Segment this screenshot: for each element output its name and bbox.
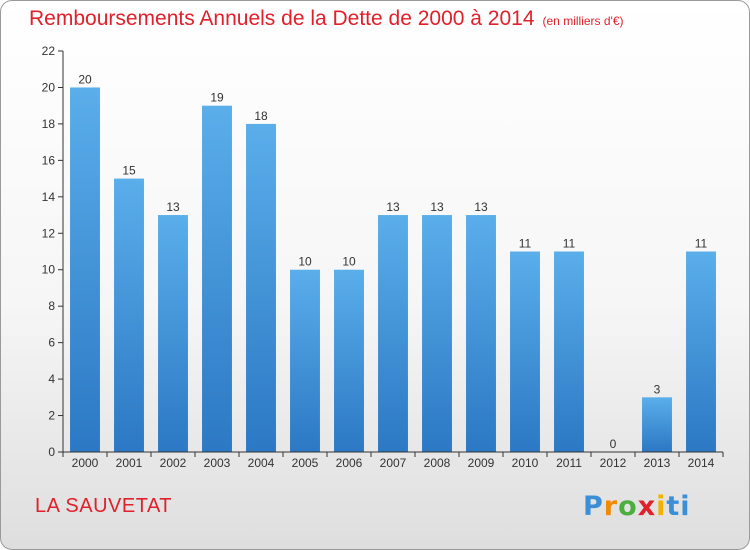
y-tick-label-8: 8 xyxy=(48,299,55,313)
data-label-2005: 10 xyxy=(298,255,312,269)
chart-subtitle: (en milliers d'€) xyxy=(542,14,624,28)
bar-2005 xyxy=(290,269,320,452)
bars-group xyxy=(70,87,716,453)
x-tick-label-2014: 2014 xyxy=(688,456,715,470)
bar-2006 xyxy=(334,269,364,452)
x-tick-label-2009: 2009 xyxy=(468,456,495,470)
x-tick-label-2001: 2001 xyxy=(116,456,143,470)
bar-2011 xyxy=(554,251,584,452)
data-label-2003: 19 xyxy=(210,91,224,105)
y-tick-label-16: 16 xyxy=(42,153,56,167)
x-tick-label-2002: 2002 xyxy=(160,456,187,470)
data-label-2010: 11 xyxy=(519,237,532,251)
x-tick-label-2010: 2010 xyxy=(512,456,539,470)
y-tick-label-6: 6 xyxy=(48,336,55,350)
x-tick-label-2012: 2012 xyxy=(600,456,627,470)
y-tick-label-0: 0 xyxy=(48,445,55,459)
x-tick-label-2003: 2003 xyxy=(204,456,231,470)
x-tick-label-2004: 2004 xyxy=(248,456,275,470)
bar-2001 xyxy=(114,178,144,452)
data-label-2012: 0 xyxy=(610,437,617,451)
x-tick-label-2008: 2008 xyxy=(424,456,451,470)
bar-2003 xyxy=(202,105,232,452)
logo-letter: x xyxy=(637,491,657,522)
data-label-2014: 11 xyxy=(695,237,708,251)
data-label-2004: 18 xyxy=(254,109,268,123)
data-label-2009: 13 xyxy=(474,200,488,214)
bar-2000 xyxy=(70,87,100,453)
logo-letter: ti xyxy=(666,491,691,522)
logo-letter: r xyxy=(603,491,619,522)
y-tick-label-18: 18 xyxy=(42,117,56,131)
chart-title-text: Remboursements Annuels de la Dette de 20… xyxy=(29,7,535,30)
y-tick-label-2: 2 xyxy=(48,409,55,423)
bar-2002 xyxy=(158,215,188,452)
y-tick-label-12: 12 xyxy=(42,226,56,240)
x-tick-label-2011: 2011 xyxy=(556,456,582,470)
axes-group xyxy=(58,50,724,457)
data-label-2002: 13 xyxy=(166,200,180,214)
bar-2009 xyxy=(466,215,496,452)
y-tick-label-14: 14 xyxy=(42,190,56,204)
bar-2014 xyxy=(686,251,716,452)
y-tick-label-4: 4 xyxy=(48,372,55,386)
logo-letter: i xyxy=(656,491,667,522)
y-tick-label-20: 20 xyxy=(42,80,56,94)
y-tick-label-10: 10 xyxy=(42,263,56,277)
chart-title: Remboursements Annuels de la Dette de 20… xyxy=(29,7,624,31)
city-name: LA SAUVETAT xyxy=(35,495,173,517)
bar-2004 xyxy=(246,123,276,452)
bar-2010 xyxy=(510,251,540,452)
bar-2013 xyxy=(642,397,672,452)
logo-letter: P xyxy=(583,491,604,522)
proxiti-logo[interactable]: Proxiti xyxy=(583,491,691,522)
labels-group: 2020001520011320021920031820041020051020… xyxy=(42,44,715,470)
x-tick-label-2006: 2006 xyxy=(336,456,363,470)
data-label-2013: 3 xyxy=(654,382,661,396)
bar-2007 xyxy=(378,215,408,452)
data-label-2007: 13 xyxy=(386,200,400,214)
y-tick-label-22: 22 xyxy=(42,44,56,58)
data-label-2001: 15 xyxy=(122,164,136,178)
x-tick-label-2005: 2005 xyxy=(292,456,319,470)
bar-2008 xyxy=(422,215,452,452)
data-label-2008: 13 xyxy=(430,200,444,214)
data-label-2006: 10 xyxy=(342,255,356,269)
x-tick-label-2000: 2000 xyxy=(72,456,99,470)
data-label-2000: 20 xyxy=(78,72,92,86)
logo-letter: o xyxy=(618,491,638,522)
x-tick-label-2007: 2007 xyxy=(380,456,407,470)
x-tick-label-2013: 2013 xyxy=(644,456,671,470)
data-label-2011: 11 xyxy=(563,237,576,251)
